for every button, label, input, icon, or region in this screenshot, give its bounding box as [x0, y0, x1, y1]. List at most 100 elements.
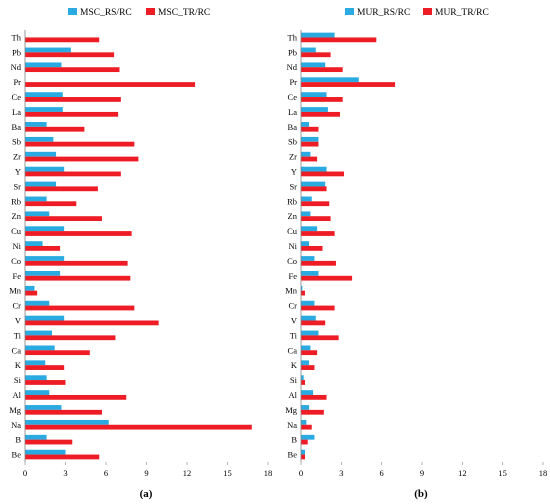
bar-b-ce-1	[301, 97, 343, 102]
bar-b-co-0	[301, 256, 315, 261]
bar-a-fe-1	[25, 275, 131, 281]
bar-b-k-1	[301, 365, 315, 370]
bar-a-k-0	[25, 360, 46, 366]
bar-b-na-1	[301, 424, 312, 430]
bar-a-al-1	[25, 394, 127, 400]
category-label-b-co: Co	[287, 256, 297, 266]
category-label-b-ti: Ti	[290, 330, 298, 340]
category-label-b-zn: Zn	[288, 211, 298, 221]
bar-b-pb-0	[301, 47, 316, 53]
category-label-a-nd: Nd	[11, 62, 22, 72]
bar-b-mn-1	[301, 290, 306, 296]
bar-a-zr-1	[25, 156, 139, 162]
bar-a-be-0	[25, 449, 66, 455]
bar-a-b-0	[25, 434, 47, 440]
category-label-b-be: Be	[288, 450, 298, 460]
bar-b-al-1	[301, 394, 327, 400]
legend-label-b-0: MUR_RS/RC	[357, 8, 410, 18]
x-tick-label-a-4: 12	[183, 468, 192, 478]
category-label-a-k: K	[15, 360, 22, 370]
bar-a-ba-1	[25, 126, 85, 132]
bar-a-y-1	[25, 171, 121, 177]
bar-a-cu-1	[25, 231, 132, 236]
bar-b-si-1	[301, 380, 306, 385]
x-tick-label-b-4: 12	[458, 468, 467, 478]
category-label-a-si: Si	[14, 375, 22, 385]
bar-b-ba-0	[301, 122, 310, 127]
category-label-b-si: Si	[290, 375, 298, 385]
bar-b-nd-0	[301, 62, 326, 68]
bar-b-pr-0	[301, 77, 359, 83]
bar-a-cr-1	[25, 305, 135, 311]
category-label-b-sr: Sr	[289, 181, 297, 191]
bar-b-ca-0	[301, 345, 311, 351]
bar-b-be-0	[301, 449, 306, 455]
bar-a-na-1	[25, 424, 252, 430]
category-label-b-ba: Ba	[288, 122, 298, 132]
legend-swatch-a-1	[146, 8, 155, 15]
bar-b-zn-0	[301, 211, 311, 217]
category-label-b-b: B	[291, 435, 297, 445]
category-label-a-be: Be	[12, 450, 22, 460]
x-tick-label-a-6: 18	[264, 468, 273, 478]
bar-b-sb-1	[301, 141, 319, 147]
bar-b-mn-0	[301, 285, 303, 291]
bar-b-pb-1	[301, 52, 331, 58]
bar-a-la-1	[25, 111, 119, 117]
bar-a-k-1	[25, 365, 65, 370]
bar-b-zr-1	[301, 156, 318, 162]
category-label-a-ca: Ca	[12, 345, 22, 355]
bar-a-si-1	[25, 380, 66, 385]
legend-label-a-0: MSC_RS/RC	[80, 8, 132, 18]
bar-a-co-1	[25, 260, 128, 266]
x-tick-label-a-2: 6	[104, 468, 108, 478]
bar-b-na-0	[301, 419, 307, 425]
bar-a-sr-0	[25, 181, 57, 187]
bar-a-cu-0	[25, 226, 65, 232]
legend-label-a-1: MSC_TR/RC	[158, 8, 210, 18]
bar-b-v-0	[301, 315, 316, 321]
bar-a-zn-0	[25, 211, 50, 217]
category-label-b-rb: Rb	[287, 196, 297, 206]
bar-b-la-0	[301, 107, 328, 112]
category-label-a-fe: Fe	[13, 271, 22, 281]
category-label-b-mg: Mg	[285, 405, 298, 415]
category-label-b-zr: Zr	[289, 152, 297, 162]
bar-a-si-0	[25, 375, 47, 381]
category-label-b-nd: Nd	[287, 62, 298, 72]
category-label-a-ni: Ni	[13, 241, 22, 251]
bar-a-mn-1	[25, 290, 38, 296]
bar-b-y-1	[301, 171, 345, 177]
category-label-b-mn: Mn	[285, 286, 298, 296]
bar-b-y-0	[301, 166, 327, 172]
bar-a-ce-1	[25, 97, 121, 102]
category-label-b-fe: Fe	[289, 271, 298, 281]
bar-a-sb-0	[25, 136, 54, 142]
bar-a-y-0	[25, 166, 65, 172]
bar-a-nd-1	[25, 67, 120, 73]
bar-a-rb-1	[25, 201, 77, 207]
category-label-a-co: Co	[11, 256, 21, 266]
bar-a-mg-1	[25, 409, 102, 415]
bar-a-pb-1	[25, 52, 115, 58]
bar-a-al-0	[25, 390, 50, 395]
category-label-b-y: Y	[291, 167, 297, 177]
x-tick-label-b-3: 9	[420, 468, 424, 478]
bar-b-sr-1	[301, 186, 327, 192]
x-tick-label-a-5: 15	[223, 468, 232, 478]
x-tick-label-b-2: 6	[380, 468, 384, 478]
bar-b-ca-1	[301, 350, 318, 356]
category-label-a-v: V	[15, 315, 22, 325]
bar-a-b-1	[25, 439, 73, 445]
category-label-a-cu: Cu	[11, 226, 22, 236]
bar-a-sr-1	[25, 186, 98, 192]
category-label-b-k: K	[291, 360, 298, 370]
bar-a-zr-0	[25, 151, 57, 157]
bar-b-fe-1	[301, 275, 353, 281]
bar-b-co-1	[301, 260, 336, 266]
category-label-b-cu: Cu	[287, 226, 298, 236]
bar-a-zn-1	[25, 216, 102, 222]
category-label-b-v: V	[291, 315, 298, 325]
bar-a-mn-0	[25, 285, 35, 291]
panel-b-label: (b)	[414, 488, 428, 500]
